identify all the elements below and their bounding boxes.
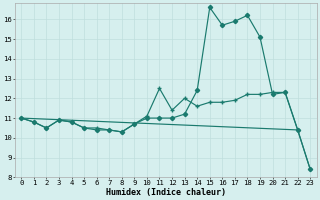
X-axis label: Humidex (Indice chaleur): Humidex (Indice chaleur) (106, 188, 226, 197)
